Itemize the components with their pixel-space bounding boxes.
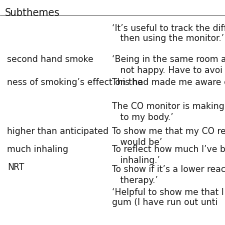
Text: ‘Helpful to show me that I s
gum (I have run out unti: ‘Helpful to show me that I s gum (I have… bbox=[112, 188, 225, 207]
Text: much inhaling: much inhaling bbox=[7, 145, 68, 154]
Text: To show me that my CO re
   would be’: To show me that my CO re would be’ bbox=[112, 127, 225, 146]
Text: Subthemes: Subthemes bbox=[4, 8, 60, 18]
Text: To show if it’s a lower reac
   therapy.’: To show if it’s a lower reac therapy.’ bbox=[112, 165, 225, 185]
Text: NRT: NRT bbox=[7, 163, 24, 172]
Text: This had made me aware o: This had made me aware o bbox=[112, 78, 225, 87]
Text: second hand smoke: second hand smoke bbox=[7, 55, 93, 64]
Text: The CO monitor is making
   to my body.’: The CO monitor is making to my body.’ bbox=[112, 102, 225, 122]
Text: To reflect how much I’ve b
   inhaling.’: To reflect how much I’ve b inhaling.’ bbox=[112, 145, 225, 164]
Text: ‘Being in the same room as
   not happy. Have to avoi: ‘Being in the same room as not happy. Ha… bbox=[112, 55, 225, 74]
Text: ‘It’s useful to track the diffe
   then using the monitor.’: ‘It’s useful to track the diffe then usi… bbox=[112, 24, 225, 43]
Text: higher than anticipated: higher than anticipated bbox=[7, 127, 108, 136]
Text: ness of smoking’s effect on the: ness of smoking’s effect on the bbox=[7, 78, 143, 87]
